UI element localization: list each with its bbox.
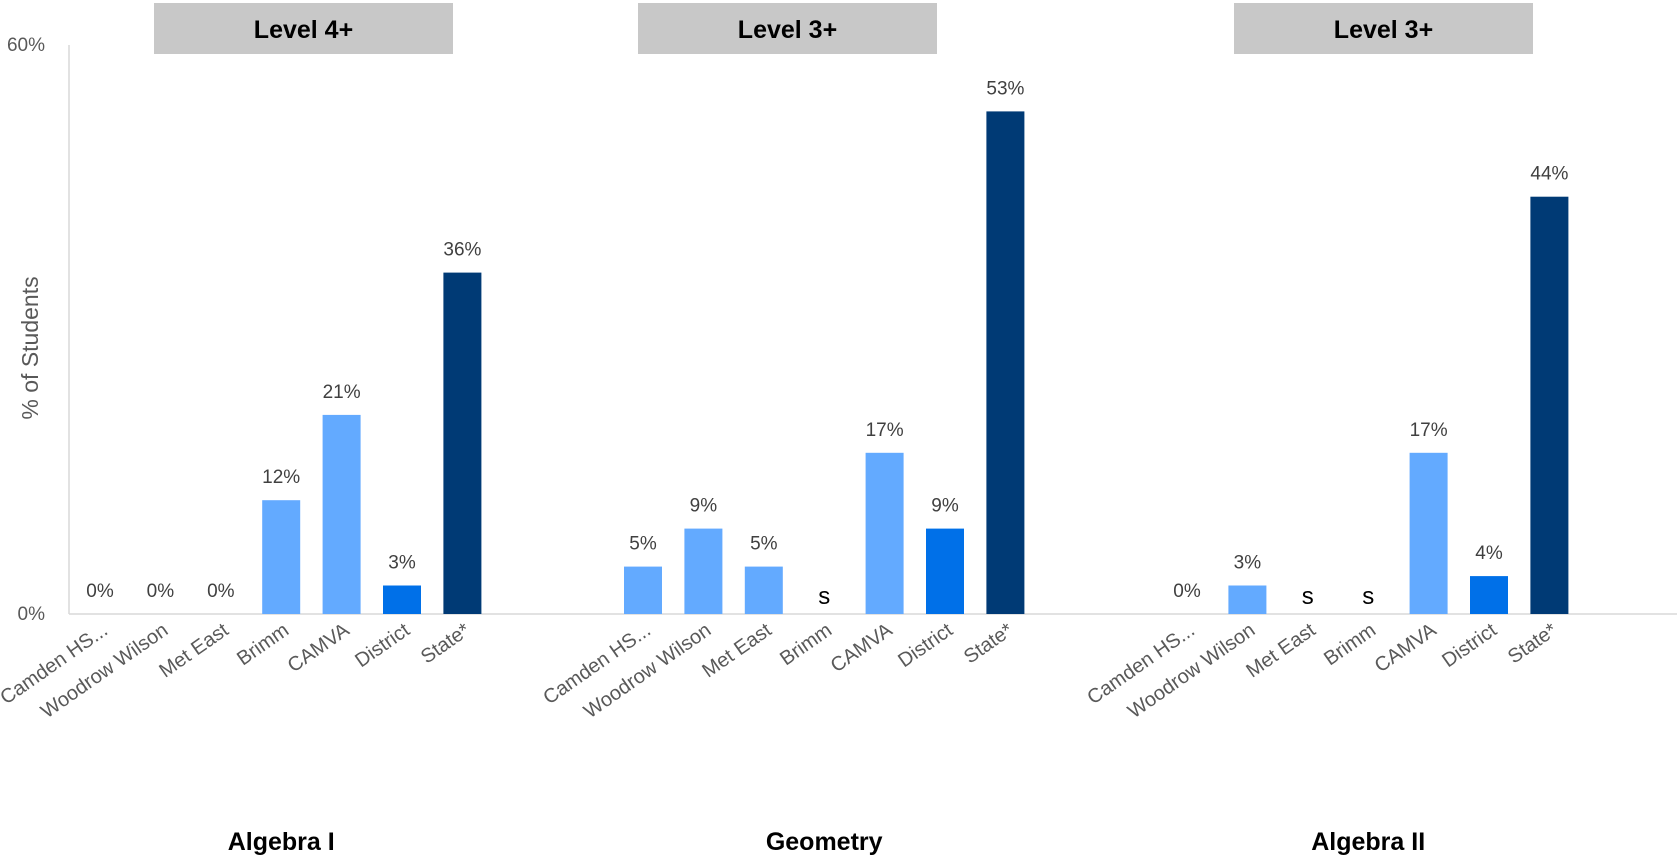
category-label: Brimm — [233, 619, 293, 670]
category-label: District — [894, 619, 957, 672]
data-label: 21% — [323, 382, 361, 403]
data-label: 5% — [750, 534, 778, 555]
data-label: 3% — [388, 553, 416, 574]
data-label: 44% — [1530, 164, 1568, 185]
data-label: 17% — [866, 420, 904, 441]
bar — [1409, 452, 1448, 614]
data-label: 0% — [1173, 581, 1201, 602]
bar — [744, 566, 783, 614]
category-label: CAMVA — [827, 619, 897, 677]
y-axis-title: % of Students — [17, 276, 43, 419]
bar — [1470, 576, 1508, 614]
category-label: Met East — [1242, 619, 1320, 683]
data-label: 12% — [262, 467, 300, 488]
bar — [865, 452, 904, 614]
suppressed-label: s — [1362, 583, 1374, 610]
data-label: 5% — [629, 534, 657, 555]
bar — [624, 566, 662, 614]
data-label: 0% — [86, 581, 114, 602]
data-label: 0% — [207, 581, 235, 602]
group-title: Geometry — [766, 828, 883, 856]
category-label: Brimm — [1320, 619, 1380, 670]
category-label: Met East — [155, 619, 233, 683]
group-title: Algebra I — [228, 828, 335, 856]
data-label: 9% — [931, 496, 959, 517]
category-label: CAMVA — [284, 619, 354, 677]
bar — [383, 585, 421, 614]
category-label: State* — [1504, 619, 1561, 668]
category-label: CAMVA — [1371, 619, 1441, 677]
data-label: 9% — [690, 496, 718, 517]
level-header-box — [638, 3, 937, 54]
level-header-label: Level 4+ — [254, 16, 353, 44]
category-label: Met East — [698, 619, 776, 683]
data-label: 53% — [986, 78, 1024, 99]
y-tick-label-max: 60% — [7, 35, 45, 56]
data-label: 17% — [1410, 420, 1448, 441]
group-title: Algebra II — [1311, 828, 1425, 856]
bar — [443, 272, 482, 614]
y-tick-label-min: 0% — [18, 604, 46, 625]
bar — [926, 528, 964, 614]
bar — [986, 111, 1025, 615]
category-label: District — [1438, 619, 1501, 672]
category-label: District — [351, 619, 414, 672]
bar — [684, 528, 723, 614]
category-label: Brimm — [776, 619, 836, 670]
bar — [322, 414, 361, 614]
data-label: 3% — [1234, 553, 1262, 574]
level-header-label: Level 3+ — [738, 16, 837, 44]
bar — [1228, 585, 1267, 614]
bar — [1530, 196, 1569, 614]
data-label: 36% — [443, 240, 481, 261]
suppressed-label: s — [818, 583, 830, 610]
category-label: State* — [417, 619, 474, 668]
bar — [262, 500, 301, 614]
level-boxes: Level 4+ Level 3+ Level 3+ — [154, 3, 1533, 54]
bars — [262, 111, 1569, 615]
level-header-box — [154, 3, 453, 54]
level-header-label: Level 3+ — [1334, 16, 1433, 44]
category-label: State* — [960, 619, 1017, 668]
data-label: 0% — [147, 581, 175, 602]
suppressed-label: s — [1302, 583, 1314, 610]
data-label: 4% — [1475, 543, 1503, 564]
level-header-box — [1234, 3, 1533, 54]
